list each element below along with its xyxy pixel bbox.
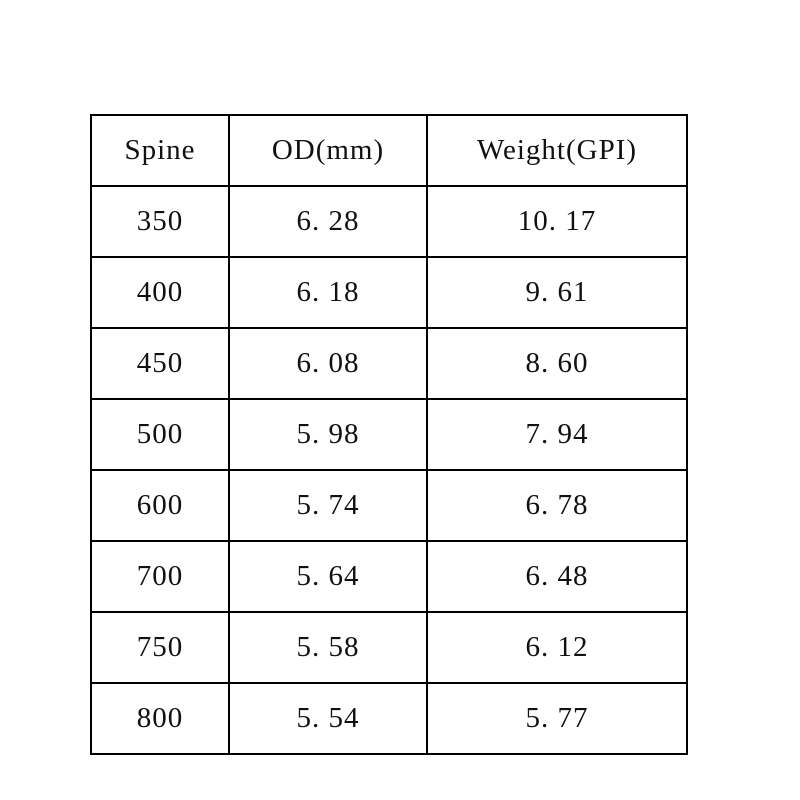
table-row: 700 5. 64 6. 48: [90, 540, 688, 613]
table-cell-spine: 400: [90, 256, 230, 329]
table-cell-spine: 600: [90, 469, 230, 542]
table-row: 400 6. 18 9. 61: [90, 256, 688, 329]
table-cell-weight: 5. 77: [426, 682, 688, 755]
table-row: 450 6. 08 8. 60: [90, 327, 688, 400]
table-cell-spine: 750: [90, 611, 230, 684]
table-row: 350 6. 28 10. 17: [90, 185, 688, 258]
table-row: 600 5. 74 6. 78: [90, 469, 688, 542]
header-od: OD(mm): [228, 114, 428, 187]
header-spine: Spine: [90, 114, 230, 187]
table-cell-spine: 800: [90, 682, 230, 755]
table-cell-od: 6. 28: [228, 185, 428, 258]
header-row: Spine OD(mm) Weight(GPI): [90, 114, 688, 187]
table-cell-od: 5. 58: [228, 611, 428, 684]
table-cell-weight: 6. 12: [426, 611, 688, 684]
table-cell-od: 6. 08: [228, 327, 428, 400]
table-row: 800 5. 54 5. 77: [90, 682, 688, 755]
table-cell-spine: 350: [90, 185, 230, 258]
table-cell-weight: 10. 17: [426, 185, 688, 258]
table-cell-spine: 500: [90, 398, 230, 471]
table-cell-od: 5. 54: [228, 682, 428, 755]
table-row: 750 5. 58 6. 12: [90, 611, 688, 684]
table-cell-od: 5. 64: [228, 540, 428, 613]
header-weight: Weight(GPI): [426, 114, 688, 187]
table-cell-weight: 9. 61: [426, 256, 688, 329]
table-cell-od: 6. 18: [228, 256, 428, 329]
table-cell-od: 5. 98: [228, 398, 428, 471]
arrow-spec-table: Spine OD(mm) Weight(GPI) 350 6. 28 10. 1…: [90, 114, 688, 755]
table-cell-od: 5. 74: [228, 469, 428, 542]
table-cell-weight: 8. 60: [426, 327, 688, 400]
table-cell-weight: 7. 94: [426, 398, 688, 471]
table-cell-weight: 6. 48: [426, 540, 688, 613]
table-cell-weight: 6. 78: [426, 469, 688, 542]
table-row: 500 5. 98 7. 94: [90, 398, 688, 471]
table-cell-spine: 450: [90, 327, 230, 400]
table-cell-spine: 700: [90, 540, 230, 613]
